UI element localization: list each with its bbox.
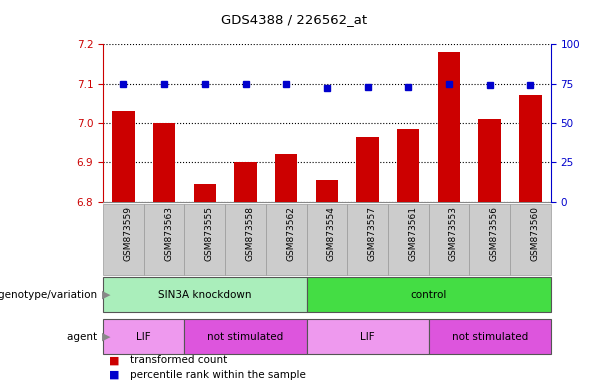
Bar [194,184,216,202]
Bar [429,319,551,354]
Text: control: control [411,290,447,300]
Text: GSM873563: GSM873563 [164,206,173,262]
Bar [153,123,176,202]
Bar [306,319,429,354]
Text: ■: ■ [109,370,120,380]
Text: GSM873555: GSM873555 [205,206,214,262]
Bar [388,204,429,275]
Bar [184,319,306,354]
Bar [112,111,135,202]
Bar [316,180,338,202]
Bar [348,204,388,275]
Text: SIN3A knockdown: SIN3A knockdown [158,290,252,300]
Text: GSM873556: GSM873556 [489,206,499,262]
Bar [356,137,379,202]
Bar [438,52,460,202]
Text: genotype/variation: genotype/variation [0,290,100,300]
Bar [103,319,184,354]
Text: GSM873562: GSM873562 [286,206,295,261]
Text: GSM873557: GSM873557 [368,206,376,262]
Text: ▶: ▶ [102,290,110,300]
Bar [306,204,348,275]
Text: transformed count: transformed count [130,355,227,365]
Bar [469,204,510,275]
Text: GSM873561: GSM873561 [408,206,417,262]
Bar [144,204,184,275]
Bar [103,277,306,312]
Text: percentile rank within the sample: percentile rank within the sample [130,370,306,380]
Text: GSM873554: GSM873554 [327,206,336,261]
Bar [266,204,306,275]
Bar [478,119,501,202]
Bar [429,204,469,275]
Text: LIF: LIF [360,332,375,342]
Bar [234,162,257,202]
Bar [275,154,297,202]
Text: not stimulated: not stimulated [452,332,528,342]
Text: GSM873559: GSM873559 [124,206,133,262]
Text: GDS4388 / 226562_at: GDS4388 / 226562_at [221,13,368,26]
Bar [103,204,144,275]
Text: agent: agent [67,332,100,342]
Text: ■: ■ [109,355,120,365]
Bar [519,95,541,202]
Text: ▶: ▶ [102,332,110,342]
Text: GSM873560: GSM873560 [530,206,540,262]
Bar [184,204,225,275]
Bar [510,204,551,275]
Text: not stimulated: not stimulated [207,332,284,342]
Bar [306,277,551,312]
Text: GSM873553: GSM873553 [449,206,458,262]
Text: GSM873558: GSM873558 [246,206,254,262]
Bar [225,204,266,275]
Bar [397,129,419,202]
Text: LIF: LIF [137,332,151,342]
